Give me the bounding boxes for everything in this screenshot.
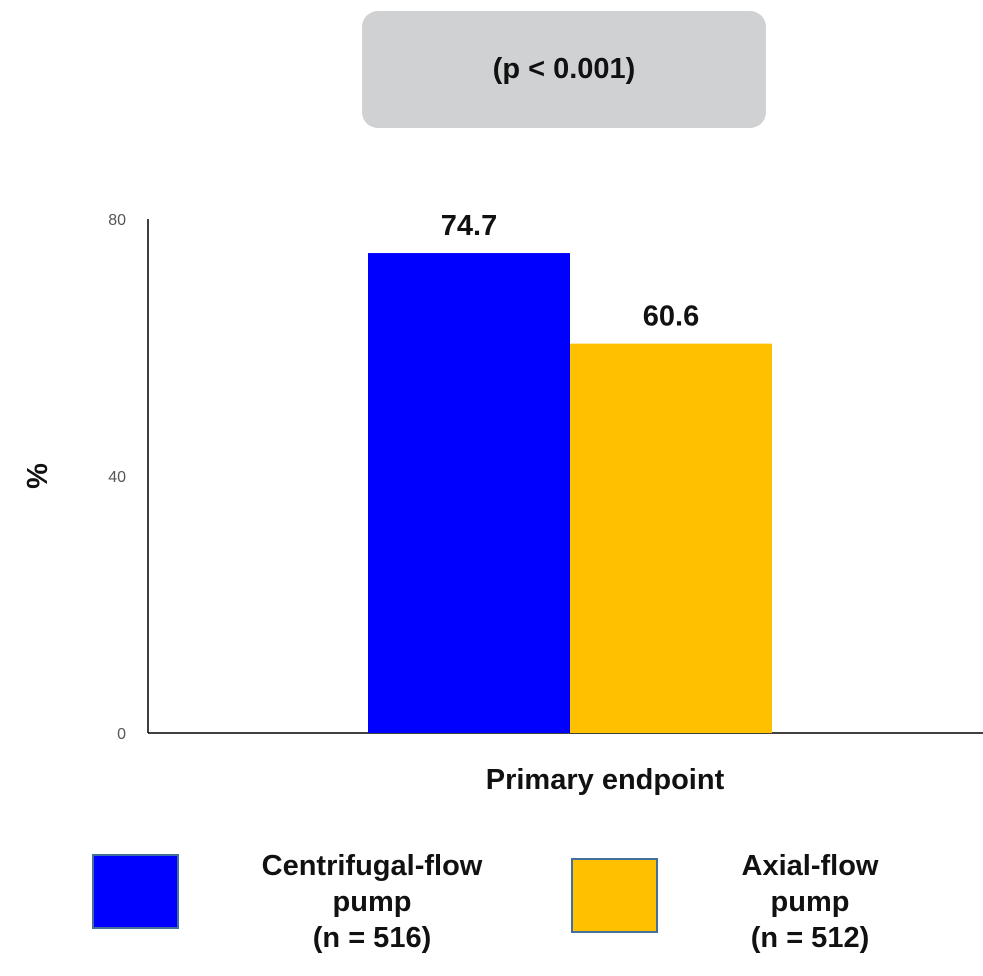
y-tick-label: 0 — [117, 726, 126, 743]
chart-bars — [368, 253, 772, 733]
y-axis-title: % — [22, 463, 54, 489]
legend-swatch-centrifugal — [92, 854, 179, 929]
bar-centrifugal — [368, 253, 570, 733]
y-tick-label: 80 — [108, 212, 126, 229]
bar-chart: 0 40 80% Primary endpoint 74.7 60.6 — [0, 0, 983, 820]
y-tick-label: 40 — [108, 469, 126, 486]
data-label-centrifugal: 74.7 — [441, 210, 497, 242]
legend-label-axial: Axial-flow pump (n = 512) — [650, 848, 970, 956]
data-label-axial: 60.6 — [643, 301, 699, 333]
legend-label-centrifugal: Centrifugal-flow pump (n = 516) — [212, 848, 532, 956]
x-axis-category-label: Primary endpoint — [486, 764, 725, 796]
legend-swatch-axial — [571, 858, 658, 933]
bar-axial — [570, 344, 772, 733]
